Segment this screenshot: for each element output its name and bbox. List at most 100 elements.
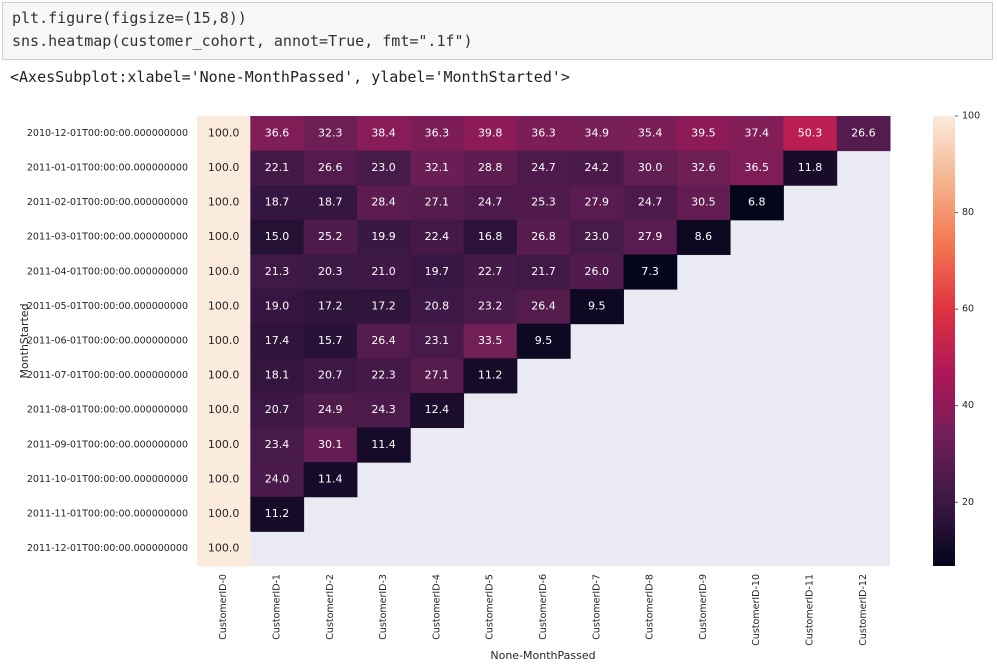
heatmap-cell — [356, 254, 411, 290]
heatmap-cell — [250, 254, 305, 290]
heatmap-cell — [410, 219, 465, 255]
heatmap-cell — [303, 116, 358, 152]
colorbar-tick-label: 100 — [962, 111, 980, 122]
heatmap-cell — [463, 150, 518, 186]
cell-label: 100.0 — [208, 196, 240, 209]
x-tick-label: CustomerID-7 — [591, 574, 602, 640]
heatmap-cell — [410, 185, 465, 221]
x-tick-label: CustomerID-1 — [271, 574, 282, 640]
cell-label: 26.6 — [318, 161, 343, 174]
cell-label: 27.1 — [425, 196, 450, 209]
x-tick-label: CustomerID-2 — [325, 574, 336, 640]
cell-label: 9.5 — [588, 299, 606, 312]
heatmap-cell — [516, 254, 571, 290]
heatmap-cell — [303, 254, 358, 290]
heatmap-cell — [197, 289, 251, 325]
cell-label: 25.3 — [531, 196, 556, 209]
x-tick-label: CustomerID-12 — [858, 574, 869, 646]
cell-label: 24.7 — [478, 196, 503, 209]
cell-label: 20.7 — [318, 369, 343, 382]
heatmap-cell — [197, 496, 251, 532]
heatmap-cell — [197, 323, 251, 359]
cell-label: 20.3 — [318, 265, 343, 278]
heatmap-cell — [570, 289, 624, 325]
heatmap-cell — [303, 392, 358, 429]
heatmap-cell — [197, 427, 251, 463]
heatmap-cell — [197, 219, 251, 255]
output-text: <AxesSubplot:xlabel='None-MonthPassed', … — [10, 68, 570, 86]
heatmap-cell — [303, 427, 358, 463]
heatmap-cell — [676, 116, 731, 152]
cell-label: 19.7 — [425, 265, 450, 278]
code-line: sns.heatmap(customer_cohort, annot=True,… — [12, 32, 473, 50]
cell-label: 26.4 — [531, 299, 556, 312]
heatmap-cell — [356, 392, 411, 429]
heatmap-cell — [463, 254, 518, 290]
heatmap-cell — [410, 254, 465, 290]
cell-label: 24.7 — [638, 196, 663, 209]
heatmap-cell — [516, 289, 571, 325]
cell-label: 33.5 — [478, 334, 503, 347]
cell-label: 11.4 — [371, 438, 396, 451]
y-tick-label: 2011-12-01T00:00:00.000000000 — [27, 543, 188, 554]
cell-label: 28.8 — [478, 161, 503, 174]
heatmap-cell — [623, 254, 678, 290]
x-tick-label: CustomerID-5 — [485, 574, 496, 640]
heatmap-cell — [356, 323, 411, 359]
cell-label: 11.8 — [798, 161, 823, 174]
x-tick-label: CustomerID-11 — [805, 574, 816, 646]
heatmap-cell — [197, 531, 251, 567]
y-tick-label: 2011-11-01T00:00:00.000000000 — [27, 509, 188, 520]
cell-label: 23.0 — [371, 161, 396, 174]
cell-label: 100.0 — [208, 230, 240, 243]
y-tick-label: 2011-06-01T00:00:00.000000000 — [27, 336, 188, 347]
x-tick-label: CustomerID-8 — [645, 574, 656, 640]
cell-label: 39.8 — [478, 126, 503, 139]
heatmap-cell — [463, 289, 518, 325]
heatmap-cell — [356, 219, 411, 255]
heatmap-cell — [463, 323, 518, 359]
heatmap-cell — [676, 185, 731, 221]
cell-label: 18.7 — [318, 196, 343, 209]
y-tick-label: 2011-10-01T00:00:00.000000000 — [27, 474, 188, 485]
heatmap-cell — [410, 392, 465, 429]
cell-label: 21.7 — [531, 265, 556, 278]
cell-label: 100.0 — [208, 542, 240, 555]
heatmap-cell — [303, 185, 358, 221]
heatmap-cell — [356, 358, 411, 394]
heatmap-cell — [250, 358, 305, 394]
cell-label: 22.1 — [265, 161, 290, 174]
x-tick-label: CustomerID-6 — [538, 574, 549, 640]
heatmap-cell — [730, 185, 784, 221]
cell-label: 39.5 — [691, 126, 716, 139]
heatmap-cell — [410, 116, 465, 152]
cell-label: 36.5 — [744, 161, 769, 174]
heatmap-cell — [356, 427, 411, 463]
cell-label: 21.3 — [265, 265, 290, 278]
heatmap-cell — [463, 185, 518, 221]
cell-label: 9.5 — [535, 334, 553, 347]
y-tick-label: 2010-12-01T00:00:00.000000000 — [27, 128, 188, 139]
cell-label: 24.7 — [531, 161, 556, 174]
heatmap-cell — [410, 150, 465, 186]
heatmap-cell — [516, 323, 571, 359]
heatmap-cell — [197, 358, 251, 394]
cell-label: 24.3 — [371, 403, 396, 416]
colorbar-tick-label: 40 — [962, 400, 974, 411]
cell-label: 34.9 — [585, 126, 610, 139]
heatmap-cell — [303, 150, 358, 186]
cell-label: 6.8 — [748, 196, 766, 209]
heatmap-cell — [303, 289, 358, 325]
cell-label: 26.6 — [851, 126, 876, 139]
x-tick-label: CustomerID-4 — [431, 574, 442, 640]
cell-label: 100.0 — [208, 334, 240, 347]
cell-label: 27.1 — [425, 369, 450, 382]
heatmap-cell — [250, 496, 305, 532]
cell-label: 20.8 — [425, 299, 450, 312]
heatmap-cell — [303, 358, 358, 394]
code-line: plt.figure(figsize=(15,8)) — [12, 9, 247, 27]
cell-label: 38.4 — [371, 126, 396, 139]
heatmap-cell — [197, 254, 251, 290]
heatmap-cell — [250, 219, 305, 255]
cell-label: 15.0 — [265, 230, 290, 243]
